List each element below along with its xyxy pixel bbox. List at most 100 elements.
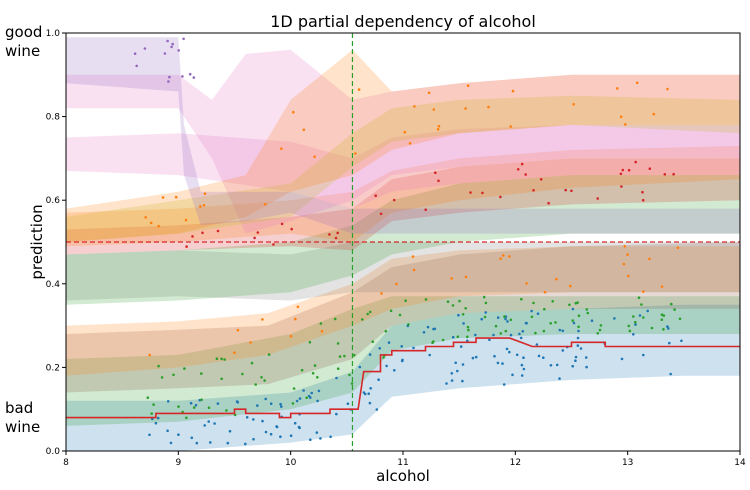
y-tick-label-0.4: 0.4	[46, 280, 61, 290]
point-68	[508, 350, 511, 354]
point-67	[450, 372, 454, 375]
point-33	[368, 401, 372, 405]
point-155	[169, 441, 173, 445]
point-223	[215, 357, 219, 361]
point-317	[469, 191, 472, 194]
point-59	[571, 307, 575, 311]
point-48	[245, 416, 249, 419]
point-55	[269, 402, 273, 406]
point-343	[666, 87, 669, 91]
point-102	[461, 363, 465, 366]
point-220	[662, 328, 665, 331]
point-207	[398, 313, 402, 317]
point-36	[474, 333, 477, 337]
point-193	[267, 353, 271, 356]
point-302	[663, 173, 667, 176]
point-373	[149, 221, 153, 225]
point-182	[292, 387, 296, 390]
point-384	[170, 45, 173, 49]
point-72	[207, 420, 210, 423]
point-308	[627, 168, 631, 172]
point-344	[572, 103, 575, 106]
point-83	[522, 356, 525, 360]
point-264	[599, 324, 603, 327]
point-100	[454, 361, 458, 365]
point-160	[670, 302, 673, 306]
point-198	[628, 329, 632, 333]
point-386	[182, 37, 185, 41]
point-130	[555, 363, 559, 367]
point-337	[532, 189, 535, 192]
point-178	[494, 324, 498, 328]
point-175	[534, 331, 537, 335]
point-44	[493, 354, 496, 358]
point-353	[203, 192, 207, 195]
point-53	[387, 341, 391, 344]
point-52	[190, 436, 194, 440]
point-54	[310, 391, 314, 395]
point-364	[313, 155, 316, 158]
point-45	[577, 329, 580, 333]
point-19	[549, 364, 553, 367]
point-217	[352, 353, 356, 357]
point-260	[467, 328, 470, 332]
point-290	[412, 268, 416, 272]
point-255	[368, 310, 372, 314]
point-79	[471, 356, 475, 360]
x-tick-label-13: 13	[622, 458, 633, 468]
point-188	[509, 318, 513, 322]
point-297	[642, 290, 645, 293]
point-367	[466, 84, 470, 87]
point-144	[561, 349, 565, 352]
point-328	[596, 197, 599, 200]
point-105	[620, 357, 624, 361]
point-172	[482, 295, 486, 299]
point-103	[646, 309, 649, 313]
point-168	[207, 406, 211, 410]
point-324	[648, 167, 652, 170]
point-243	[650, 326, 654, 330]
point-238	[382, 356, 385, 359]
point-13	[638, 314, 642, 317]
point-333	[620, 185, 623, 188]
good-wine-label-line2: wine	[5, 42, 40, 60]
point-174	[348, 373, 351, 377]
point-374	[509, 125, 512, 128]
point-86	[194, 403, 198, 407]
point-26	[520, 363, 524, 367]
point-5	[542, 356, 545, 360]
point-37	[154, 421, 158, 425]
point-267	[484, 301, 488, 305]
point-98	[393, 369, 396, 372]
point-219	[637, 296, 641, 300]
reference-lines	[66, 33, 740, 451]
x-axis-label: alcohol	[376, 467, 430, 485]
y-tick-label-1: 1.0	[46, 29, 61, 39]
point-6	[571, 364, 574, 368]
point-310	[672, 172, 675, 176]
point-276	[543, 290, 547, 294]
point-299	[499, 257, 502, 261]
prediction-bands	[66, 37, 740, 451]
point-11	[537, 354, 541, 358]
point-381	[181, 75, 184, 78]
point-293	[626, 253, 629, 256]
band-11	[66, 49, 740, 243]
point-31	[502, 383, 506, 386]
point-232	[530, 315, 534, 319]
bad-wine-label-line2: wine	[5, 418, 40, 436]
point-306	[481, 191, 484, 195]
point-146	[572, 321, 576, 325]
point-372	[174, 195, 178, 199]
point-214	[577, 314, 581, 318]
point-24	[461, 379, 464, 383]
point-283	[294, 317, 297, 321]
point-211	[338, 355, 342, 358]
point-187	[172, 373, 175, 377]
point-225	[220, 357, 223, 361]
point-162	[673, 308, 676, 311]
point-121	[536, 312, 540, 316]
point-118	[634, 323, 637, 326]
point-318	[191, 235, 194, 238]
point-242	[456, 335, 460, 339]
